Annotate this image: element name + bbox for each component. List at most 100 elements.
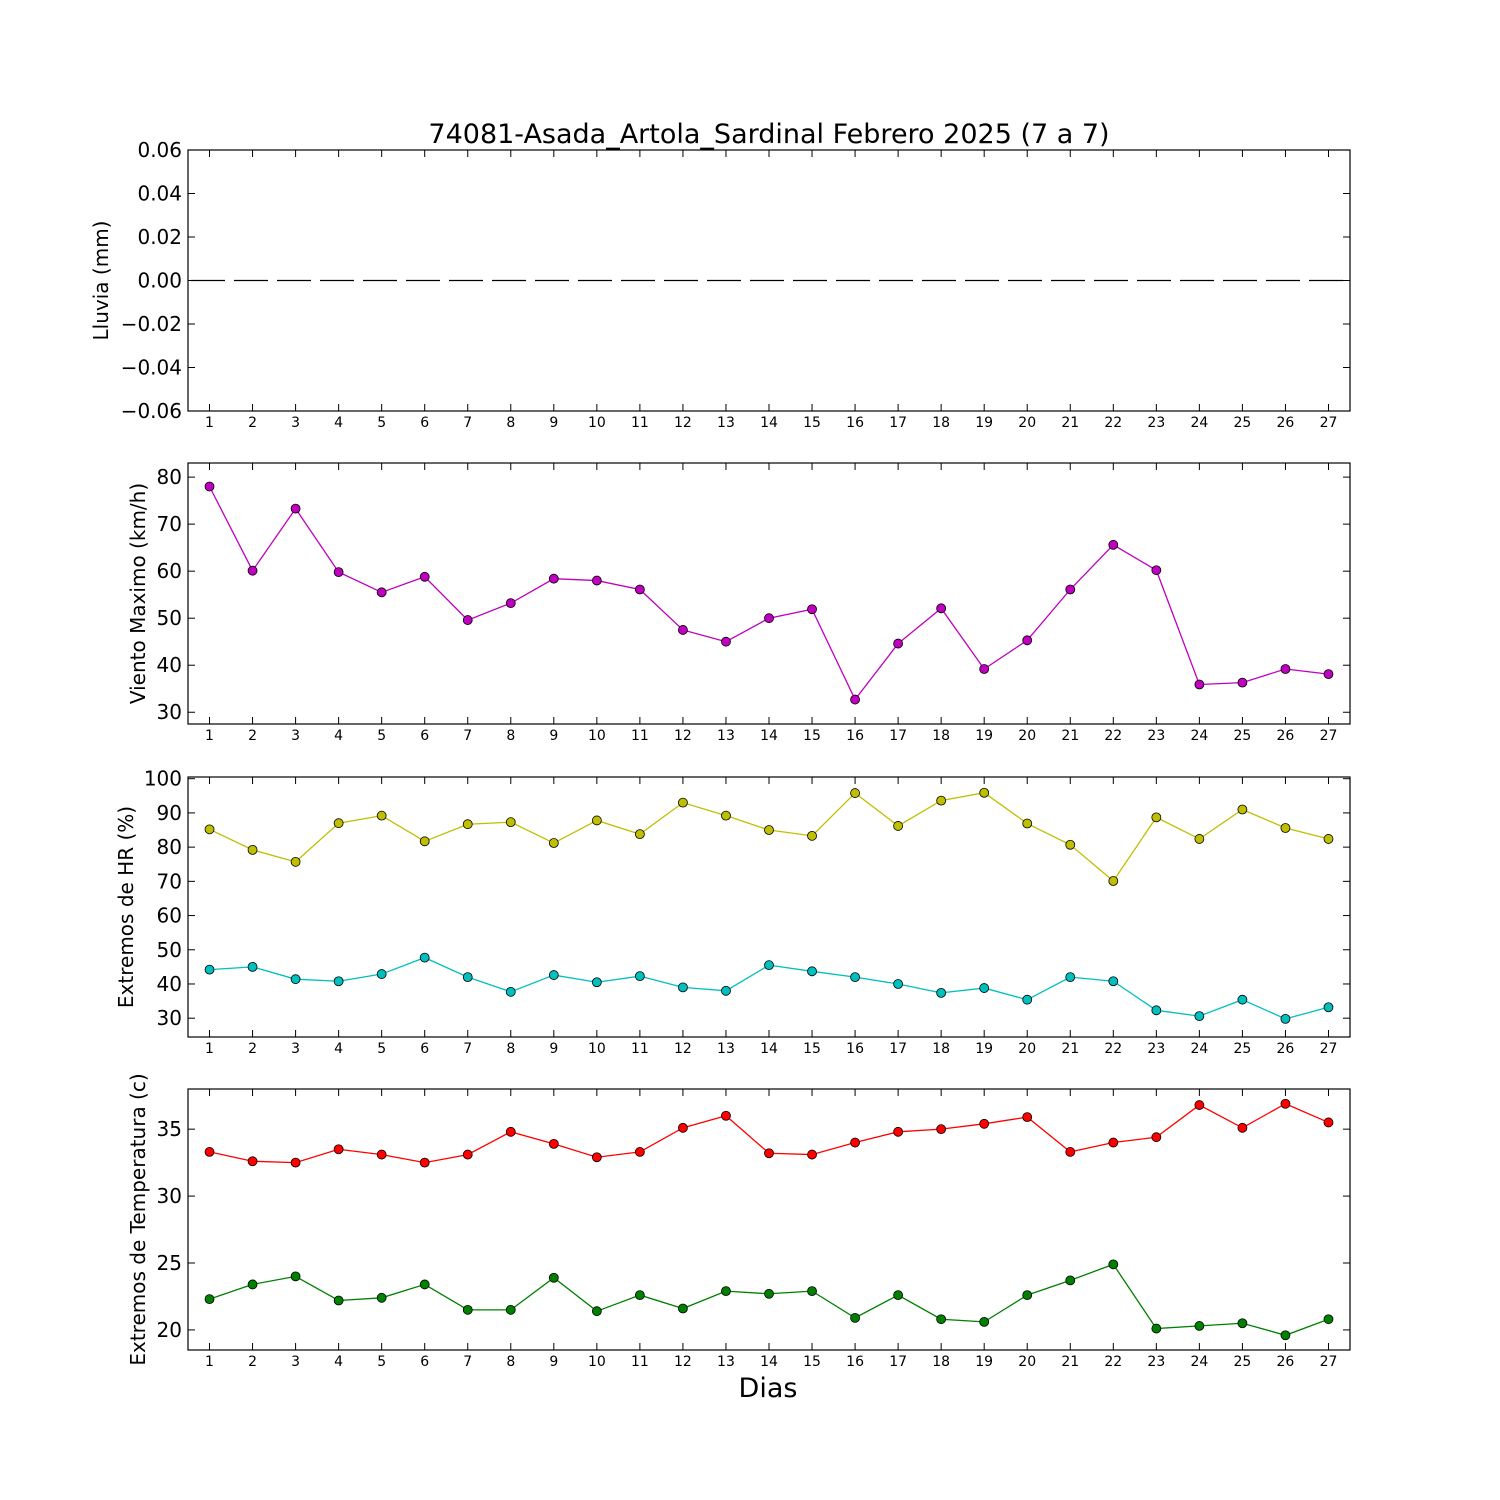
y-axis-label: Lluvia (mm): [89, 221, 113, 341]
data-point: [678, 1122, 688, 1133]
data-point: [290, 503, 301, 514]
y-tick-label: −0.06: [121, 399, 182, 423]
x-tick-label: 24: [1190, 1354, 1208, 1370]
data-point: [807, 830, 817, 841]
x-tick-label: 9: [549, 415, 558, 431]
x-tick-label: 14: [760, 728, 778, 744]
data-point: [376, 969, 387, 979]
x-tick-label: 26: [1277, 728, 1295, 744]
data-point: [1280, 664, 1291, 674]
x-tick-label: 20: [1018, 1354, 1036, 1370]
data-point: [721, 810, 731, 821]
x-tick-label: 18: [932, 415, 950, 431]
x-tick-label: 6: [420, 415, 429, 431]
data-point: [548, 970, 559, 980]
y-tick-label: 0.02: [137, 225, 182, 249]
x-tick-label: 22: [1104, 1354, 1122, 1370]
data-point: [936, 603, 947, 614]
x-tick-label: 10: [588, 1041, 606, 1057]
x-tick-label: 8: [506, 1041, 515, 1057]
x-tick-label: 27: [1320, 415, 1338, 431]
y-tick-label: 0.06: [137, 138, 182, 162]
data-point: [807, 604, 817, 615]
data-point: [505, 1304, 516, 1315]
data-point: [1065, 584, 1076, 595]
data-point: [1194, 679, 1205, 690]
x-tick-label: 25: [1233, 728, 1251, 744]
data-point: [462, 1304, 473, 1315]
data-point: [1237, 994, 1248, 1005]
data-point: [1323, 1117, 1334, 1128]
data-point: [678, 797, 688, 808]
x-tick-label: 25: [1233, 415, 1251, 431]
x-tick-label: 16: [846, 728, 864, 744]
x-tick-label: 14: [760, 415, 778, 431]
x-tick-label: 10: [588, 415, 606, 431]
y-tick-label: 35: [157, 1117, 182, 1141]
x-tick-label: 17: [889, 728, 907, 744]
data-point: [290, 974, 301, 985]
y-axis-label: Extremos de Temperatura (c): [126, 1073, 150, 1365]
data-point: [721, 1286, 731, 1297]
data-point: [1323, 1002, 1334, 1013]
y-tick-label: 80: [157, 465, 182, 489]
data-point: [1151, 812, 1162, 823]
x-tick-label: 4: [334, 415, 343, 431]
data-point: [376, 810, 387, 821]
data-point: [548, 1272, 559, 1283]
x-tick-label: 23: [1147, 415, 1165, 431]
y-tick-label: 80: [157, 835, 182, 859]
data-point: [1151, 1005, 1162, 1016]
data-point: [893, 1126, 904, 1137]
data-point: [850, 1137, 860, 1148]
data-point: [247, 565, 258, 576]
x-tick-label: 11: [631, 1041, 649, 1057]
data-point: [764, 613, 774, 624]
x-tick-label: 23: [1147, 1354, 1165, 1370]
x-tick-label: 15: [803, 1041, 821, 1057]
x-tick-label: 9: [549, 728, 558, 744]
x-tick-label: 27: [1320, 728, 1338, 744]
data-point: [936, 1124, 947, 1135]
x-tick-label: 16: [846, 415, 864, 431]
data-point: [333, 818, 344, 829]
x-tick-label: 15: [803, 415, 821, 431]
x-tick-label: 10: [588, 1354, 606, 1370]
data-point: [247, 1156, 258, 1167]
data-point: [979, 1118, 990, 1129]
x-tick-label: 13: [717, 1041, 735, 1057]
data-point: [1022, 994, 1033, 1005]
data-point: [1108, 876, 1119, 886]
data-point: [764, 825, 774, 835]
data-point: [1280, 1098, 1291, 1109]
y-tick-label: 100: [144, 767, 182, 791]
x-tick-label: 27: [1320, 1354, 1338, 1370]
x-tick-label: 21: [1061, 415, 1079, 431]
data-point: [1108, 1137, 1119, 1148]
data-point: [376, 587, 387, 598]
x-tick-label: 7: [463, 728, 472, 744]
y-tick-label: 40: [157, 972, 182, 996]
x-tick-label: 20: [1018, 415, 1036, 431]
x-tick-label: 7: [463, 415, 472, 431]
x-tick-label: 5: [377, 728, 386, 744]
data-point: [333, 567, 344, 578]
data-point: [634, 584, 645, 595]
data-point: [1151, 1323, 1162, 1334]
data-point: [807, 1286, 817, 1297]
y-tick-label: 60: [157, 559, 182, 583]
data-point: [1022, 1112, 1033, 1123]
data-point: [462, 972, 473, 983]
x-tick-label: 11: [631, 728, 649, 744]
data-point: [979, 1316, 990, 1327]
y-tick-label: −0.02: [121, 312, 182, 336]
y-tick-label: 40: [157, 653, 182, 677]
x-tick-label: 12: [674, 1041, 692, 1057]
data-point: [1108, 539, 1119, 550]
x-tick-label: 13: [717, 728, 735, 744]
data-point: [1022, 635, 1033, 646]
data-point: [376, 1292, 387, 1303]
x-tick-label: 25: [1233, 1041, 1251, 1057]
